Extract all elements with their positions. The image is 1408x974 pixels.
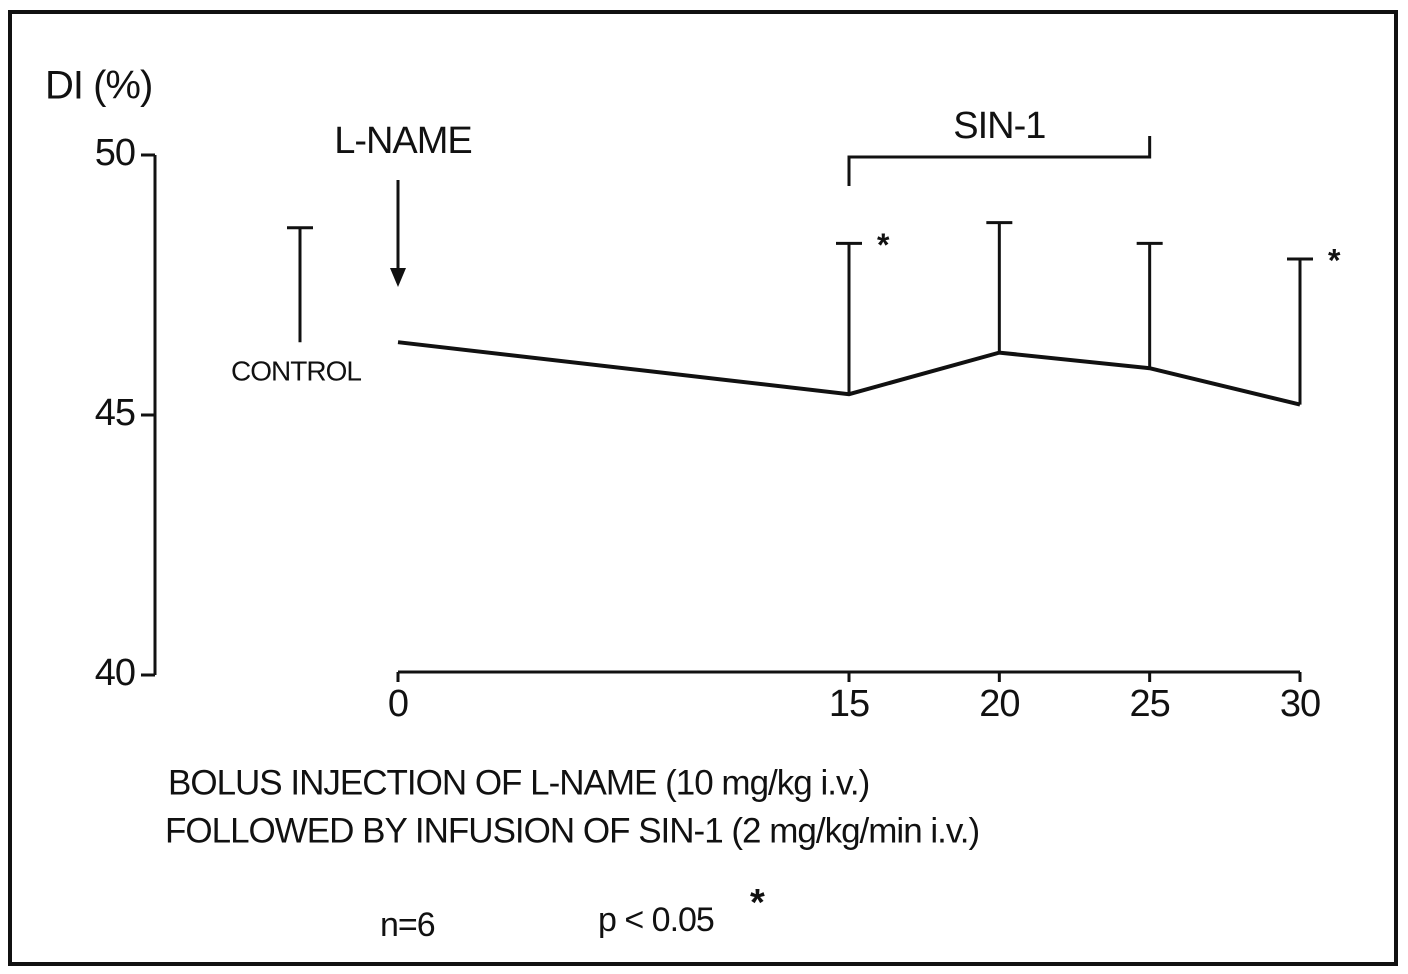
significance-marker: * xyxy=(877,227,890,263)
annotation: SIN-1 xyxy=(953,105,1045,147)
annotation: L-NAME xyxy=(334,120,472,162)
caption-line: FOLLOWED BY INFUSION OF SIN-1 (2 mg/kg/m… xyxy=(165,811,979,850)
y-axis-label: DI (%) xyxy=(45,64,152,108)
control-label: CONTROL xyxy=(231,355,361,386)
significance-marker: * xyxy=(750,882,765,924)
n-label: n=6 xyxy=(380,906,435,944)
y-tick-label: 50 xyxy=(95,132,135,174)
annotation-bracket xyxy=(847,136,1152,186)
annotation-arrowhead xyxy=(390,268,406,287)
x-tick-label: 15 xyxy=(829,683,869,725)
x-tick-label: 30 xyxy=(1280,683,1320,725)
x-tick-label: 20 xyxy=(979,683,1019,725)
x-tick-label: 25 xyxy=(1130,683,1170,725)
caption-line: BOLUS INJECTION OF L-NAME (10 mg/kg i.v.… xyxy=(168,763,869,802)
y-tick-label: 40 xyxy=(95,652,135,694)
frame xyxy=(8,10,1398,966)
significance-marker: * xyxy=(1328,242,1341,278)
x-tick-label: 0 xyxy=(388,683,408,725)
p-label: p < 0.05 xyxy=(598,901,714,939)
y-tick-label: 45 xyxy=(95,392,135,434)
